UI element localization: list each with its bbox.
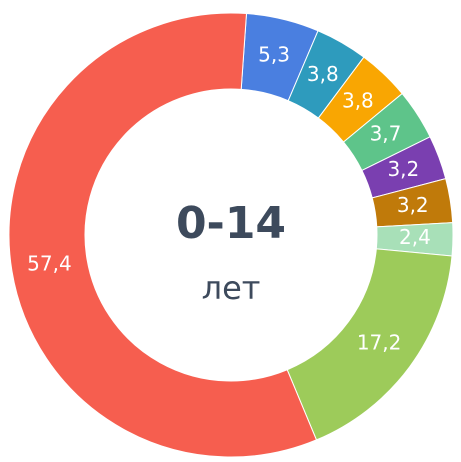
value-label: 57,4 [27,251,72,275]
value-label: 17,2 [357,331,402,355]
value-label: 3,7 [370,122,402,146]
center-subtitle: лет [202,269,261,307]
value-label: 3,2 [387,157,419,181]
donut-segment [8,12,318,458]
value-label: 3,2 [397,193,429,217]
value-label: 5,3 [258,43,290,67]
center-title: 0-14 [176,198,286,249]
value-label: 3,8 [342,88,374,112]
value-label: 2,4 [399,225,431,249]
value-label: 3,8 [307,62,339,86]
